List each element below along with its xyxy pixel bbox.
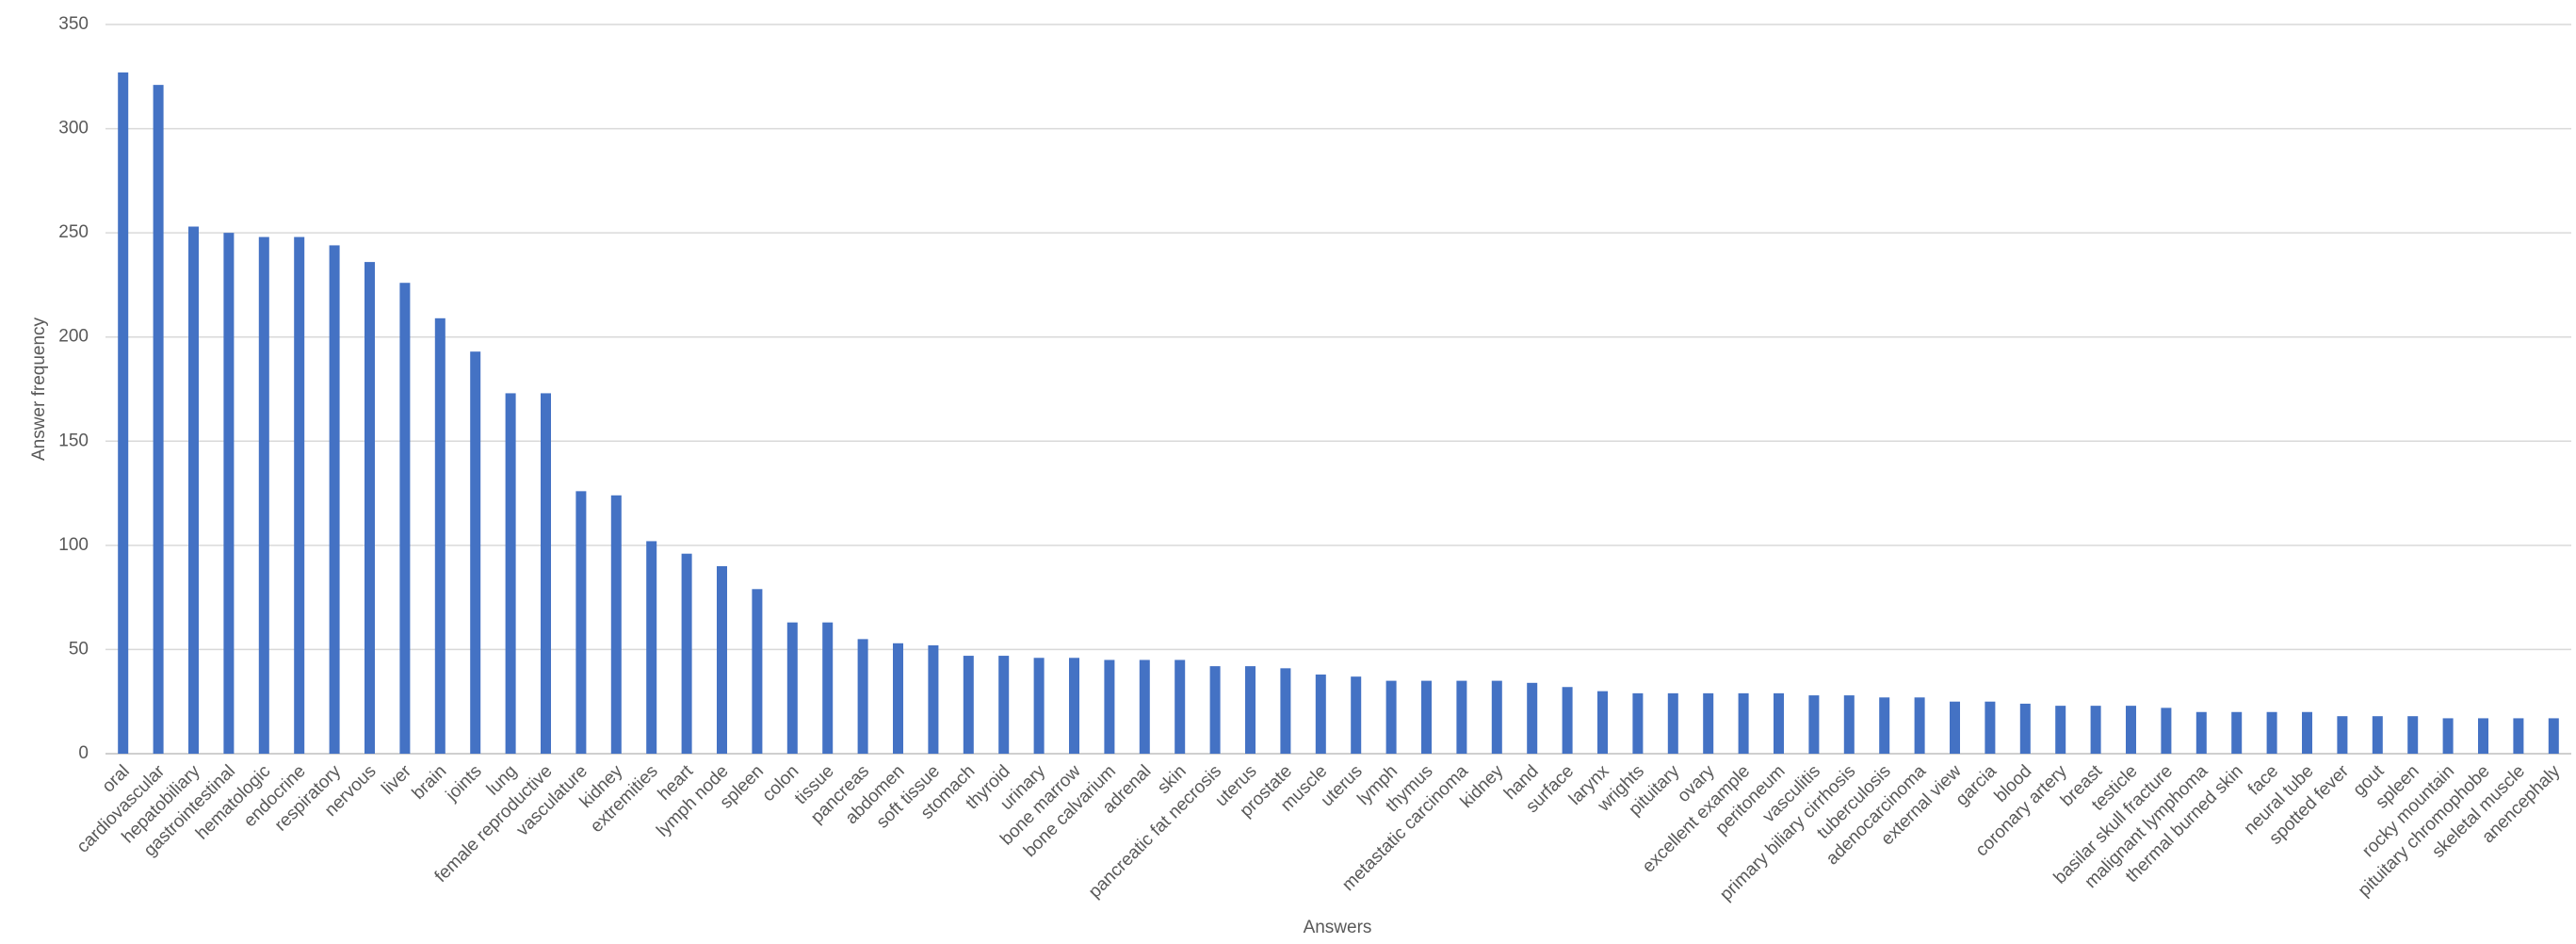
bar xyxy=(575,491,587,754)
bar xyxy=(822,622,834,754)
y-tick-label: 50 xyxy=(69,639,89,659)
y-tick-label: 350 xyxy=(58,14,89,34)
y-tick-label: 100 xyxy=(58,535,89,555)
bar xyxy=(1456,680,1467,754)
bar xyxy=(188,226,199,755)
bar xyxy=(2513,718,2524,754)
bar xyxy=(1985,701,1996,754)
bar xyxy=(2302,711,2312,754)
bar xyxy=(610,495,622,754)
bar xyxy=(1914,697,1925,754)
bar xyxy=(1421,680,1432,754)
bar xyxy=(786,622,798,754)
x-tick-label: liver xyxy=(378,761,415,799)
bar xyxy=(1209,666,1221,754)
y-tick-label: 150 xyxy=(58,431,89,450)
bar xyxy=(1667,692,1678,754)
bar xyxy=(2126,706,2136,754)
bar xyxy=(118,72,129,754)
bar xyxy=(1280,668,1291,754)
bar xyxy=(1033,658,1045,754)
bar xyxy=(1245,666,1256,754)
bar xyxy=(223,233,235,755)
bar xyxy=(399,283,411,754)
x-tick-label: joints xyxy=(442,761,486,806)
bar xyxy=(1491,680,1502,754)
bar xyxy=(2266,711,2277,754)
bar xyxy=(1139,659,1150,754)
x-axis-title: Answers xyxy=(1304,918,1372,937)
bar xyxy=(2055,706,2066,754)
bar xyxy=(329,245,340,754)
bar xyxy=(1104,659,1115,754)
y-tick-label: 300 xyxy=(58,119,89,138)
x-tick-label: brain xyxy=(409,761,451,804)
bar xyxy=(1774,692,1784,754)
bar xyxy=(963,656,974,754)
bar xyxy=(1175,659,1186,754)
bar xyxy=(1632,692,1644,754)
bar xyxy=(1738,692,1749,754)
bar xyxy=(1351,676,1362,754)
y-tick-label: 250 xyxy=(58,222,89,242)
bar xyxy=(2337,716,2348,754)
bar xyxy=(681,553,692,754)
bar xyxy=(1315,674,1326,754)
bar xyxy=(1385,680,1397,754)
bar xyxy=(2442,718,2454,754)
bar xyxy=(434,317,446,754)
bar xyxy=(717,565,727,754)
bar xyxy=(505,393,516,754)
bar xyxy=(541,393,551,754)
bar xyxy=(2407,716,2419,754)
bar xyxy=(1879,697,1890,754)
bar xyxy=(928,645,939,754)
bar xyxy=(2090,706,2101,754)
bar xyxy=(2372,716,2383,754)
bar xyxy=(365,262,375,754)
bar xyxy=(646,541,657,754)
bar xyxy=(1597,691,1608,754)
bar xyxy=(998,656,1010,754)
bar xyxy=(258,236,269,754)
x-tick-label: garcia xyxy=(1952,761,2001,810)
y-axis-title: Answer frequency xyxy=(29,317,49,461)
bar xyxy=(1843,695,1855,754)
bar xyxy=(1808,695,1820,754)
bar xyxy=(1527,682,1538,754)
bar xyxy=(857,639,868,754)
bar xyxy=(2195,711,2207,754)
bar xyxy=(1703,692,1714,754)
bar xyxy=(2548,718,2559,754)
bar xyxy=(1069,658,1079,754)
bar xyxy=(294,236,305,754)
bar xyxy=(1562,687,1573,754)
bar xyxy=(2161,708,2172,754)
bar xyxy=(2019,703,2031,754)
bar xyxy=(153,85,164,755)
y-tick-label: 200 xyxy=(58,327,89,347)
bar xyxy=(1950,701,1960,754)
y-tick-label: 0 xyxy=(78,743,89,763)
bar xyxy=(752,589,763,754)
bar xyxy=(470,351,481,754)
x-tick-label: uterus xyxy=(1318,761,1367,810)
bar xyxy=(2478,718,2488,754)
bar xyxy=(893,643,903,754)
bar xyxy=(2231,711,2243,754)
